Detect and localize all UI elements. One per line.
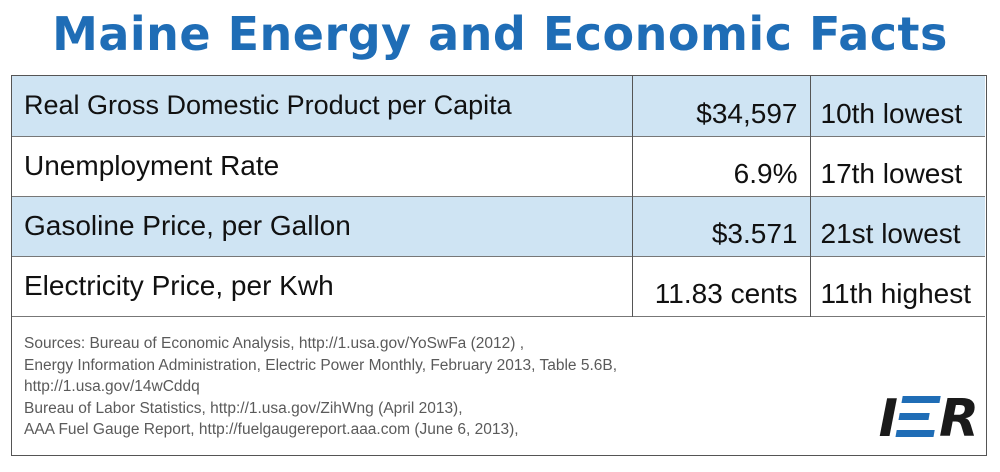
row-value: $3.571 <box>631 196 811 256</box>
logo-e-bars-icon <box>895 396 941 438</box>
facts-panel: Real Gross Domestic Product per Capita $… <box>11 75 987 456</box>
row-label: Electricity Price, per Kwh <box>24 270 334 301</box>
logo-letter-i: I <box>878 389 898 449</box>
source-line: Sources: Bureau of Economic Analysis, ht… <box>24 335 525 352</box>
source-line: http://1.usa.gov/14wCddq <box>24 378 200 395</box>
source-line: Energy Information Administration, Elect… <box>24 356 618 374</box>
row-rank: 11th highest <box>820 277 972 309</box>
row-label: Unemployment Rate <box>24 150 280 181</box>
row-value: $34,597 <box>631 76 811 136</box>
source-line: Bureau of Labor Statistics, http://1.usa… <box>24 399 463 417</box>
row-value: 6.9% <box>631 136 811 196</box>
row-label: Gasoline Price, per Gallon <box>12 196 632 256</box>
facts-table: Real Gross Domestic Product per Capita $… <box>12 76 985 317</box>
table-row: Real Gross Domestic Product per Capita $… <box>12 76 985 136</box>
row-rank: 10th lowest <box>810 76 985 136</box>
row-rank: 21st lowest <box>810 196 985 256</box>
sources-note: Sources: Bureau of Economic Analysis, ht… <box>24 333 824 441</box>
table-row: Unemployment Rate 6.9% 17th lowest <box>12 136 985 196</box>
page-title: Maine Energy and Economic Facts <box>52 7 948 61</box>
logo-letter-r: R <box>938 389 979 449</box>
table-row: Electricity Price, per Kwh 11.83 cents 1… <box>12 256 985 316</box>
table-row: Gasoline Price, per Gallon $3.571 21st l… <box>12 196 985 256</box>
row-value: 11.83 cents <box>631 256 811 316</box>
source-line: AAA Fuel Gauge Report, http://fuelgauger… <box>24 421 519 438</box>
row-label: Real Gross Domestic Product per Capita <box>12 76 632 136</box>
row-rank: 17th lowest <box>820 157 963 189</box>
